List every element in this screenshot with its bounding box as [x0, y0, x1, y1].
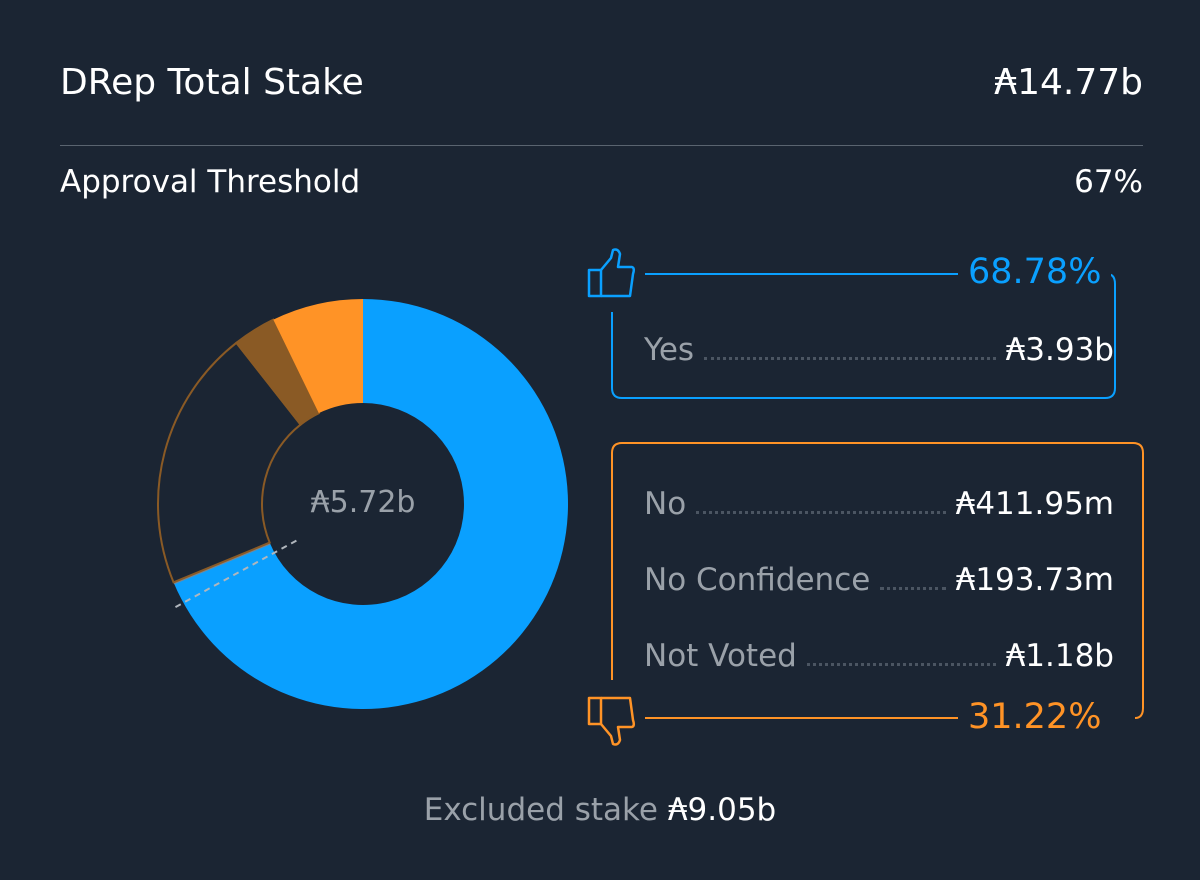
donut-slice-no — [273, 299, 363, 414]
no-percent: 31.22% — [958, 697, 1112, 737]
no-confidence-row: No Confidence ₳193.73m — [644, 562, 1114, 598]
threshold-line — [174, 539, 297, 609]
donut-center-label: ₳5.72b — [310, 485, 416, 520]
yes-box-frame — [587, 248, 1116, 399]
yes-row: Yes ₳3.93b — [644, 332, 1114, 368]
divider — [60, 145, 1143, 146]
thumbs-down-icon — [587, 696, 636, 746]
donut-slice-yes — [173, 299, 569, 709]
total-stake-value: ₳14.77b — [994, 62, 1143, 103]
no-box-frame — [587, 442, 1144, 746]
thumbs-up-icon — [587, 248, 636, 298]
donut-slice-not-voted — [157, 341, 303, 584]
no-row: No ₳411.95m — [644, 486, 1114, 522]
yes-value: ₳3.93b — [1005, 332, 1114, 368]
page-title: DRep Total Stake — [60, 62, 364, 103]
excluded-label: Excluded stake — [423, 792, 658, 828]
threshold-label: Approval Threshold — [60, 164, 361, 200]
not-voted-row: Not Voted ₳1.18b — [644, 638, 1114, 674]
excluded-value: ₳9.05b — [667, 792, 777, 828]
threshold-value: 67% — [1074, 164, 1143, 200]
excluded-stake: Excluded stake ₳9.05b — [0, 792, 1200, 828]
donut-slice-no-confidence — [234, 318, 321, 426]
yes-label: Yes — [644, 332, 695, 368]
yes-percent: 68.78% — [958, 252, 1112, 292]
